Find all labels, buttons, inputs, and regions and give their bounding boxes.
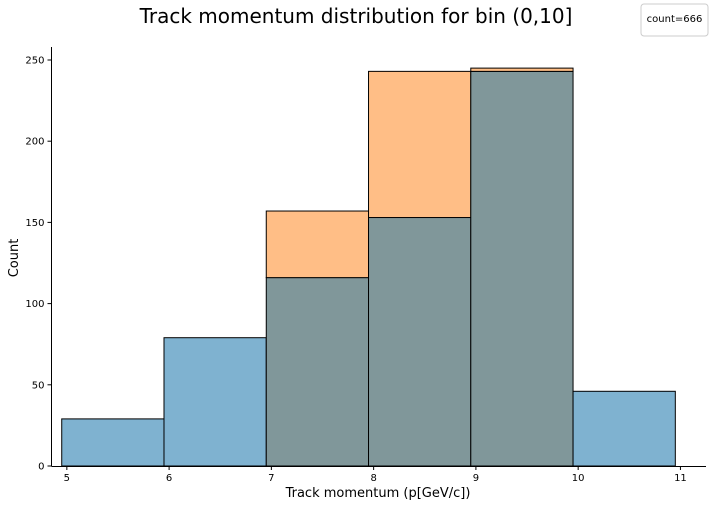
- y-ticks: 0 50 100 150 200 250: [25, 55, 52, 473]
- x-tick-label: 6: [166, 473, 172, 484]
- legend-box: [640, 3, 709, 37]
- histogram-bar-series-1: [368, 70, 472, 219]
- histogram-bar-series-2: [163, 337, 267, 467]
- y-tick-label: 250: [25, 55, 44, 66]
- x-ticks: 5 6 7 8 9 10 11: [64, 466, 687, 484]
- x-tick-label: 7: [268, 473, 274, 484]
- y-tick-label: 50: [32, 380, 45, 391]
- y-tick-label: 200: [25, 137, 44, 148]
- histogram-bar-overlap: [265, 277, 370, 467]
- x-axis-label: Track momentum (p[GeV/c]): [285, 486, 471, 501]
- y-tick-label: 150: [25, 218, 44, 229]
- x-tick-label: 9: [473, 473, 479, 484]
- x-tick-label: 10: [572, 473, 585, 484]
- legend-entry: count=666: [647, 14, 703, 25]
- histogram-bar-series-2: [572, 390, 676, 467]
- histogram-bar-series-2: [61, 418, 165, 467]
- y-axis-label: Count: [7, 239, 22, 278]
- y-tick-label: 100: [25, 299, 44, 310]
- histogram-bar-series-1: [470, 67, 574, 72]
- histogram-bar-overlap: [368, 217, 472, 467]
- x-tick-label: 11: [674, 473, 687, 484]
- y-tick-label: 0: [38, 462, 44, 473]
- histogram-bar-series-1: [265, 210, 370, 279]
- x-tick-label: 8: [370, 473, 376, 484]
- legend: count=666: [640, 3, 709, 37]
- histogram-bar-overlap: [470, 70, 574, 467]
- x-tick-label: 5: [64, 473, 70, 484]
- chart-title: Track momentum distribution for bin (0,1…: [139, 4, 573, 28]
- histogram-bars: [61, 67, 676, 467]
